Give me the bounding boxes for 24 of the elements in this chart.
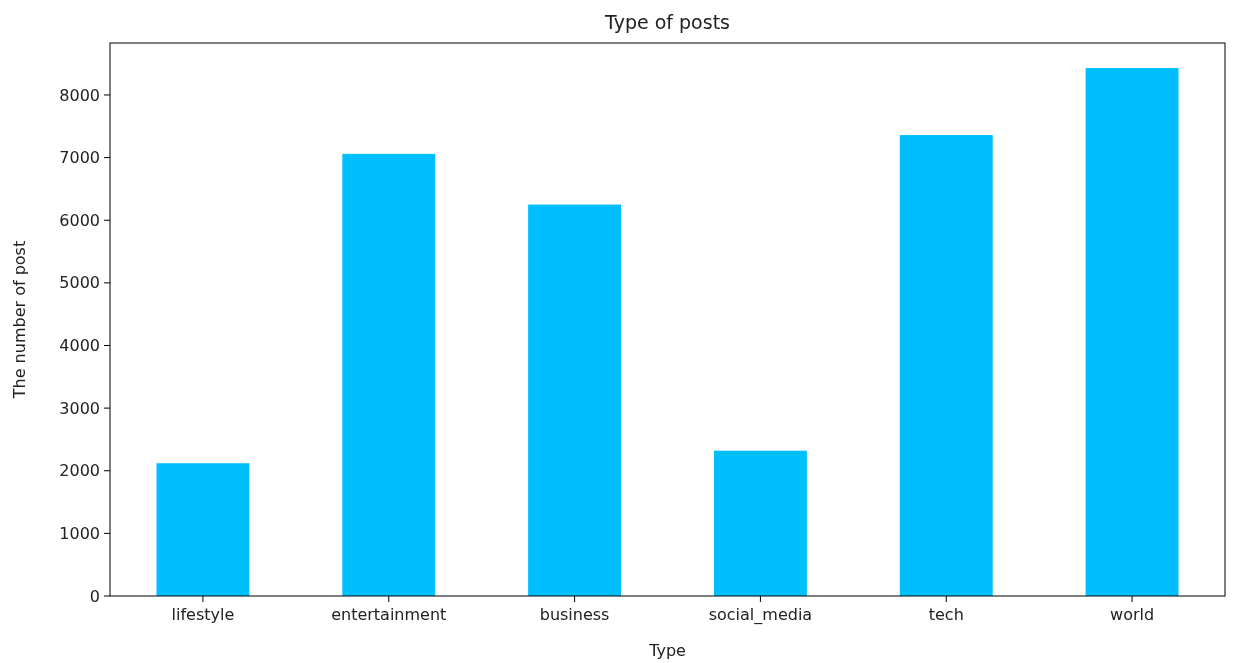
bar <box>342 153 436 596</box>
y-axis-title: The number of post <box>10 240 29 400</box>
x-axis-title: Type <box>648 641 686 660</box>
y-tick-label: 0 <box>89 586 100 606</box>
x-tick-label: tech <box>928 605 964 624</box>
y-tick-label: 6000 <box>59 210 100 230</box>
y-tick-label: 5000 <box>59 273 100 293</box>
y-tick-label: 7000 <box>59 148 100 168</box>
x-tick-label: business <box>539 605 610 624</box>
y-tick-label: 8000 <box>59 85 100 105</box>
x-tick-label: lifestyle <box>171 605 235 624</box>
bar <box>713 450 807 596</box>
bar <box>1085 68 1179 596</box>
bar <box>156 463 250 596</box>
chart-title: Type of posts <box>604 11 730 33</box>
x-tick-label: social_media <box>708 605 813 625</box>
bar <box>528 204 622 596</box>
y-tick-label: 2000 <box>59 461 100 481</box>
y-tick-label: 1000 <box>59 523 100 543</box>
y-tick-label: 4000 <box>59 336 100 356</box>
x-tick-label: entertainment <box>331 605 447 624</box>
y-tick-label: 3000 <box>59 398 100 418</box>
bar <box>899 135 993 596</box>
x-tick-label: world <box>1110 605 1155 624</box>
